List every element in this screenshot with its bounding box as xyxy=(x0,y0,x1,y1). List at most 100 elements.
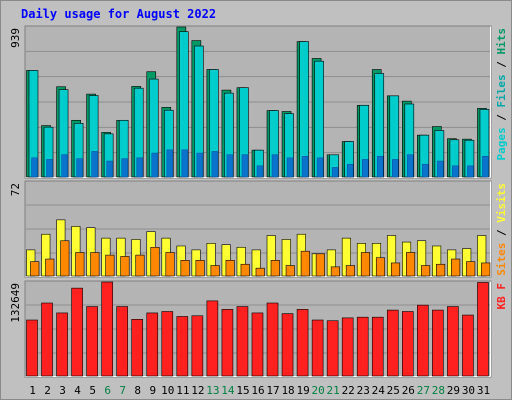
bar-kbytes xyxy=(236,306,249,377)
bar-sites xyxy=(240,263,250,277)
bar-pages xyxy=(166,149,174,178)
bar-pages xyxy=(226,154,234,178)
x-tick-label: 2 xyxy=(44,384,51,397)
bar-kbytes xyxy=(191,315,204,377)
bar-pages xyxy=(482,155,489,178)
bar-sites xyxy=(466,261,476,277)
bar-sites xyxy=(285,265,295,277)
x-tick-label: 29 xyxy=(447,384,460,397)
x-tick-label: 16 xyxy=(251,384,264,397)
x-tick-label: 17 xyxy=(266,384,279,397)
bar-kbytes xyxy=(356,316,369,377)
legend-item: Sites xyxy=(495,243,508,276)
bar-kbytes xyxy=(311,319,324,377)
bar-kbytes xyxy=(206,300,219,377)
bar-pages xyxy=(196,152,204,178)
max-label-kbytes: 132649 xyxy=(9,283,22,323)
bar-sites xyxy=(90,252,100,277)
bar-kbytes xyxy=(86,306,98,377)
bar-pages xyxy=(316,157,324,178)
bar-pages xyxy=(452,165,459,178)
x-tick-label: 13 xyxy=(206,384,219,397)
bar-sites xyxy=(481,262,491,277)
x-tick-label: 5 xyxy=(89,384,96,397)
x-tick-label: 28 xyxy=(432,384,445,397)
x-tick-label: 19 xyxy=(296,384,309,397)
bar-sites xyxy=(421,265,431,277)
bar-sites xyxy=(360,252,371,277)
bar-kbytes xyxy=(56,312,68,377)
x-tick-label: 9 xyxy=(149,384,156,397)
bar-sites xyxy=(120,256,130,277)
bar-pages xyxy=(181,149,189,178)
bar-pages xyxy=(422,163,429,178)
x-tick-label: 22 xyxy=(342,384,355,397)
bar-pages xyxy=(407,154,414,178)
bar-kbytes xyxy=(447,306,459,377)
bar-kbytes xyxy=(71,287,83,377)
bar-kbytes xyxy=(131,319,144,377)
x-tick-label: 12 xyxy=(191,384,204,397)
bar-pages xyxy=(121,158,128,178)
bar-sites xyxy=(135,254,145,277)
bar-kbytes xyxy=(341,317,354,377)
bar-pages xyxy=(331,167,339,178)
bar-pages xyxy=(46,159,53,178)
legend-hits: Pages / Files / Hits xyxy=(495,28,508,161)
bar-pages xyxy=(392,159,399,178)
x-tick-label: 15 xyxy=(236,384,249,397)
bar-kbytes xyxy=(417,304,429,377)
legend-item: Visits xyxy=(495,183,508,223)
bar-sites xyxy=(315,253,325,277)
bar-kbytes xyxy=(221,309,234,377)
legend-separator: / xyxy=(495,223,508,243)
bar-sites xyxy=(255,267,265,277)
x-tick-label: 31 xyxy=(477,384,490,397)
bar-kbytes xyxy=(161,311,174,377)
x-tick-label: 6 xyxy=(104,384,111,397)
bar-pages xyxy=(31,157,38,178)
bar-sites xyxy=(375,257,386,277)
x-tick-label: 1 xyxy=(29,384,36,397)
bar-kbytes xyxy=(296,309,309,377)
bar-kbytes xyxy=(281,313,294,377)
x-tick-label: 7 xyxy=(119,384,126,397)
legend-item: Pages xyxy=(495,127,508,160)
x-tick-label: 26 xyxy=(402,384,415,397)
bar-sites xyxy=(390,262,401,277)
bar-pages xyxy=(76,158,83,178)
x-tick-label: 18 xyxy=(281,384,294,397)
x-tick-label: 4 xyxy=(74,384,81,397)
bar-pages xyxy=(211,151,219,178)
bar-pages xyxy=(106,160,113,178)
x-tick-label: 20 xyxy=(312,384,325,397)
bar-pages xyxy=(361,159,369,178)
bar-pages xyxy=(91,151,98,178)
x-tick-label: 3 xyxy=(59,384,66,397)
bar-sites xyxy=(225,260,235,277)
max-label-visits: 72 xyxy=(9,183,22,196)
bar-pages xyxy=(301,155,309,178)
bar-sites xyxy=(45,258,55,277)
bar-sites xyxy=(165,252,175,277)
bar-sites xyxy=(451,258,461,277)
legend-kbytes: KB F xyxy=(495,283,508,310)
max-label-hits: 939 xyxy=(9,28,22,48)
bar-kbytes xyxy=(386,309,399,377)
x-tick-label: 10 xyxy=(161,384,174,397)
x-tick-label: 30 xyxy=(462,384,475,397)
bar-pages xyxy=(61,154,68,178)
legend-separator: / xyxy=(495,108,508,128)
bar-sites xyxy=(75,252,85,277)
x-tick-label: 25 xyxy=(387,384,400,397)
bar-sites xyxy=(60,240,70,277)
bar-sites xyxy=(210,265,220,277)
x-tick-label: 27 xyxy=(417,384,430,397)
bar-pages xyxy=(151,152,159,178)
bar-kbytes xyxy=(101,281,113,377)
bar-sites xyxy=(30,261,40,277)
bar-kbytes xyxy=(116,306,128,377)
bar-pages xyxy=(376,155,384,178)
bar-sites xyxy=(330,266,340,277)
